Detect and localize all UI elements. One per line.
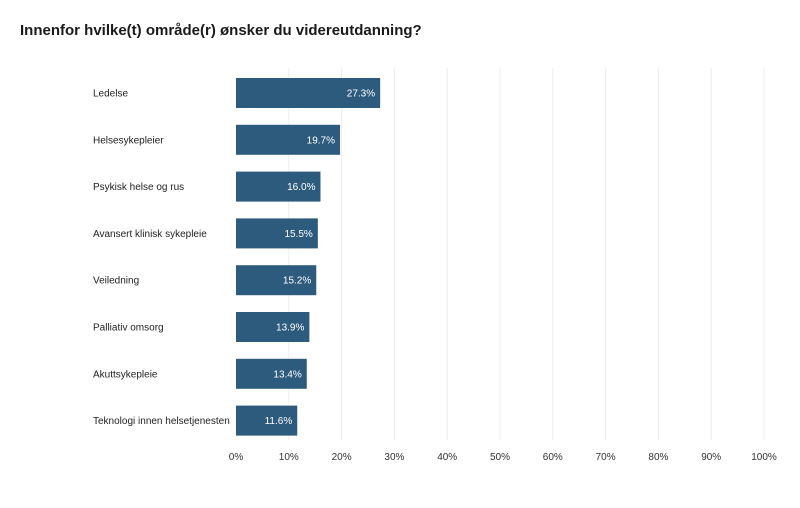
bar-value-label: 27.3% (347, 89, 375, 100)
category-label: Teknologi innen helsetjenesten (93, 416, 230, 427)
category-label: Helsesykepleier (93, 135, 164, 146)
category-label: Veiledning (93, 276, 139, 287)
bar (236, 124, 341, 155)
bar (236, 265, 317, 296)
x-tick-label: 20% (332, 452, 352, 463)
x-tick-label: 40% (437, 452, 457, 463)
category-label: Palliativ omsorg (93, 323, 164, 334)
gridlines (288, 68, 765, 440)
x-tick-label: 90% (701, 452, 721, 463)
bar (236, 171, 321, 202)
x-tick-label: 60% (543, 452, 563, 463)
x-tick-label: 30% (384, 452, 404, 463)
bar (236, 312, 310, 342)
bar-value-label: 13.4% (273, 369, 301, 380)
bar-value-label: 15.5% (284, 229, 312, 240)
bar-value-label: 13.9% (276, 323, 304, 334)
bar-value-label: 11.6% (265, 416, 293, 427)
bar-value-label: 19.7% (307, 135, 335, 146)
bar (236, 78, 381, 108)
x-tick-label: 50% (490, 452, 510, 463)
x-tick-label: 0% (229, 452, 244, 463)
category-label: Psykisk helse og rus (93, 182, 184, 193)
category-label: Akuttsykepleie (93, 369, 158, 380)
x-tick-label: 80% (648, 452, 668, 463)
category-label: Ledelse (93, 89, 128, 100)
bar (236, 358, 307, 389)
x-tick-label: 10% (279, 452, 299, 463)
bar-value-label: 15.2% (283, 276, 311, 287)
bar-value-label: 16.0% (287, 182, 315, 193)
x-axis-ticks: 0% 10% 20% 30% 40% 50% 60% 70% 80% 90% 100% (229, 452, 777, 463)
bars: 27.3% 19.7% 16.0% 15.5% 15.2% 13.9% 13.4% 11.6% (236, 78, 381, 436)
category-labels: Ledelse Helsesykepleier Psykisk helse og r… (93, 89, 230, 428)
chart-title: Innenfor hvilke(t) område(r) ønsker du v… (20, 22, 422, 39)
bar (236, 405, 298, 436)
x-tick-label: 100% (751, 452, 777, 463)
bar (236, 218, 318, 249)
x-tick-label: 70% (596, 452, 616, 463)
category-label: Avansert klinisk sykepleie (93, 229, 207, 240)
